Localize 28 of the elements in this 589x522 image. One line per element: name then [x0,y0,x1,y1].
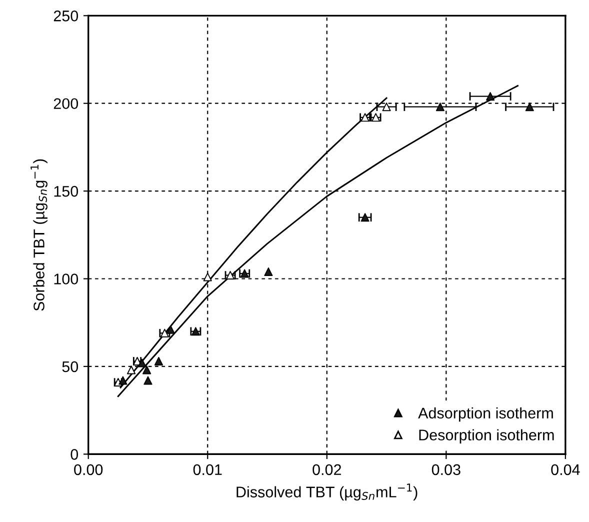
point [166,325,175,334]
point [382,102,391,112]
x-tick-label: 0.01 [193,464,222,476]
point [360,213,370,222]
point [142,366,152,374]
point [436,102,444,112]
y-axis-title: Sorbed TBT (µg$_{Sn}$g$^{−1}$) [30,159,48,311]
point [154,356,164,366]
y-tick-label: 50 [62,361,78,372]
x-axis-title: Dissolved TBT (µg$_{Sn}$mL$^{−1}$) [236,484,418,500]
point [264,267,273,276]
x-tick-label: 0.00 [74,464,103,476]
point [525,102,534,112]
y-tick-label: 250 [54,10,78,22]
y-tick-label: 0 [70,449,78,460]
point [138,358,146,368]
point [203,272,212,282]
x-tick-label: 0.03 [432,464,460,476]
point [144,376,152,385]
y-tick-label: 150 [54,186,78,197]
legend-label: Adsorption isotherm [418,407,553,422]
point [486,92,495,101]
y-tick-label: 200 [54,98,78,110]
x-tick-label: 0.02 [312,464,341,476]
x-tick-label: 0.04 [551,464,580,476]
y-tick-label: 100 [54,274,78,284]
point [127,366,136,374]
legend-label: Desorption isotherm [419,429,554,444]
